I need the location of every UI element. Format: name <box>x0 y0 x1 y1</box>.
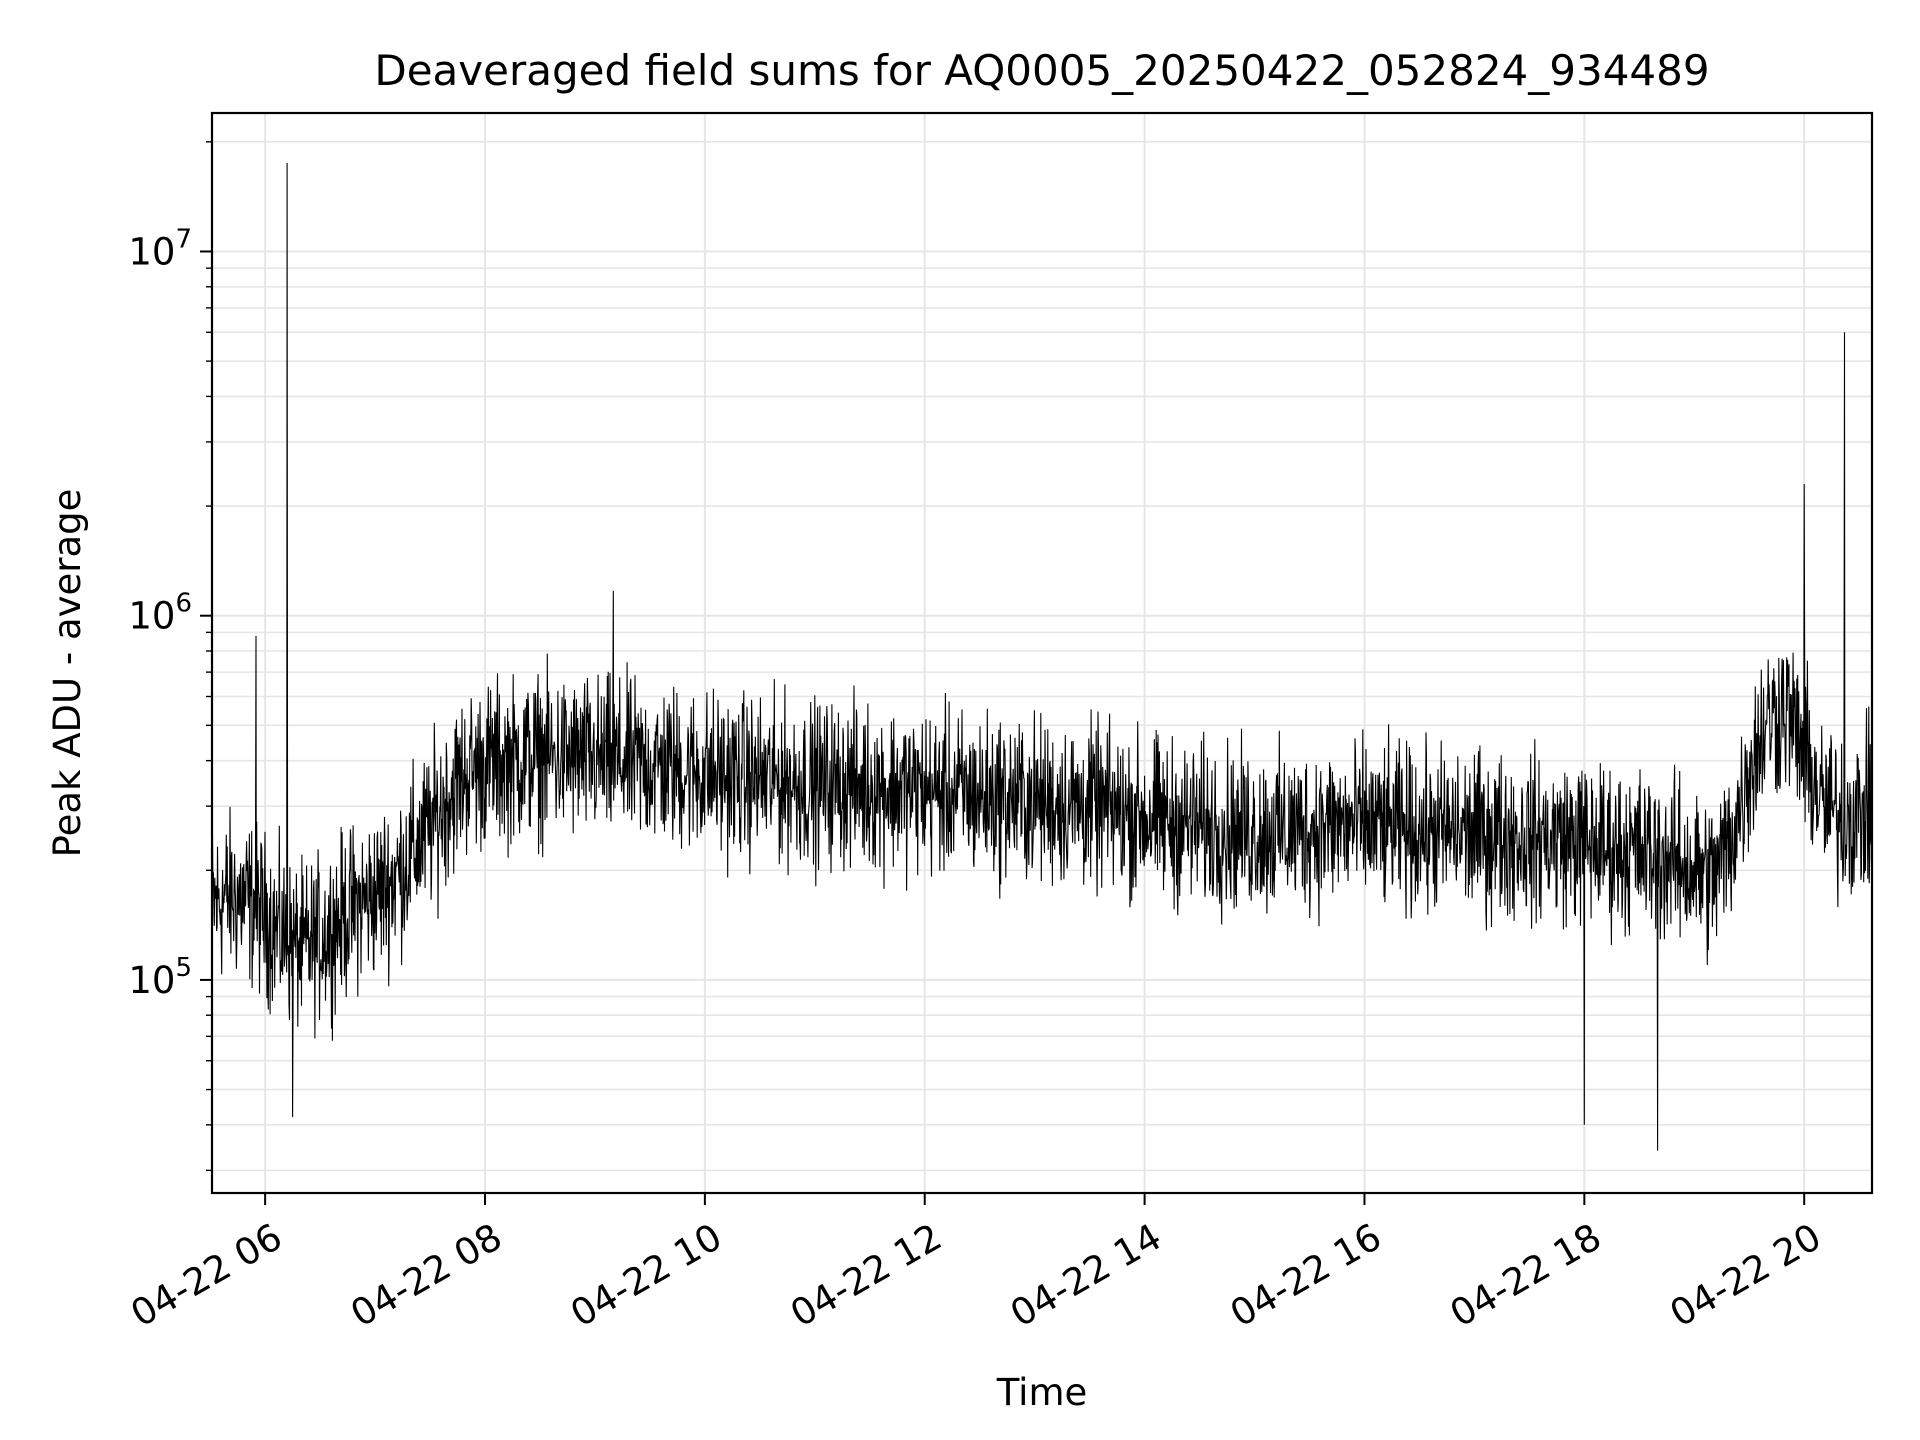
plot-frame <box>210 111 1874 1195</box>
y-tick-label-exponent: 6 <box>175 589 192 619</box>
y-axis-label: Peak ADU - average <box>46 489 89 858</box>
y-tick-label-base: 10 <box>128 230 175 273</box>
chart-title: Deaveraged field sums for AQ0005_2025042… <box>374 46 1709 95</box>
y-tick-label: 106 <box>128 589 192 638</box>
y-tick-label-exponent: 7 <box>175 224 192 254</box>
grid-lines <box>212 113 1872 1193</box>
x-axis-label: Time <box>996 1371 1088 1414</box>
y-tick-label-base: 10 <box>128 959 175 1002</box>
y-tick-label: 105 <box>128 953 192 1002</box>
y-tick-label-exponent: 5 <box>175 953 192 983</box>
series-line <box>211 162 1873 1151</box>
y-tick-label-base: 10 <box>128 595 175 638</box>
y-tick-label: 107 <box>128 224 192 273</box>
series-path <box>211 162 1873 1151</box>
